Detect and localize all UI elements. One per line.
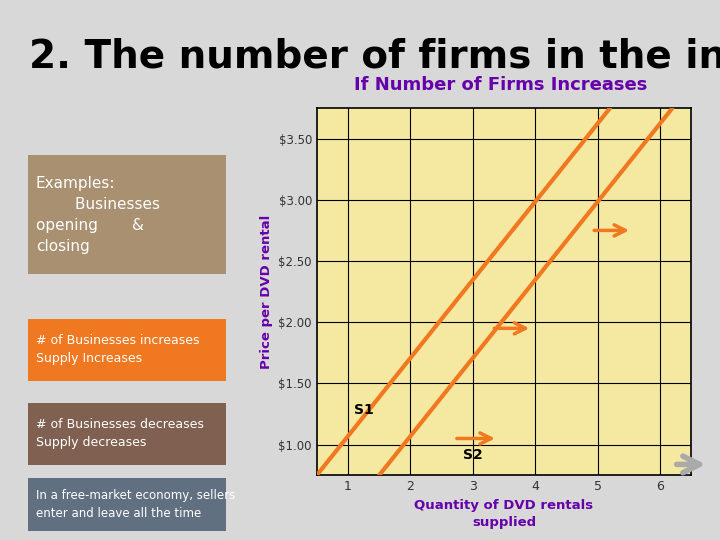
Text: If Number of Firms Increases: If Number of Firms Increases	[354, 77, 647, 94]
X-axis label: Quantity of DVD rentals
supplied: Quantity of DVD rentals supplied	[415, 498, 593, 529]
Text: S2: S2	[464, 448, 483, 462]
Text: Examples:
        Businesses
opening       &
closing: Examples: Businesses opening & closing	[36, 176, 160, 254]
Text: 2. The number of firms in the industry: 2. The number of firms in the industry	[29, 38, 720, 76]
FancyBboxPatch shape	[28, 478, 226, 531]
Y-axis label: Price per DVD rental: Price per DVD rental	[260, 214, 273, 369]
FancyBboxPatch shape	[28, 155, 226, 274]
Text: In a free-market economy, sellers
enter and leave all the time: In a free-market economy, sellers enter …	[36, 489, 235, 520]
Text: # of Businesses decreases
Supply decreases: # of Businesses decreases Supply decreas…	[36, 418, 204, 449]
FancyBboxPatch shape	[28, 319, 226, 381]
Text: S1: S1	[354, 403, 374, 417]
FancyBboxPatch shape	[28, 403, 226, 465]
Text: # of Businesses increases
Supply Increases: # of Businesses increases Supply Increas…	[36, 334, 199, 365]
